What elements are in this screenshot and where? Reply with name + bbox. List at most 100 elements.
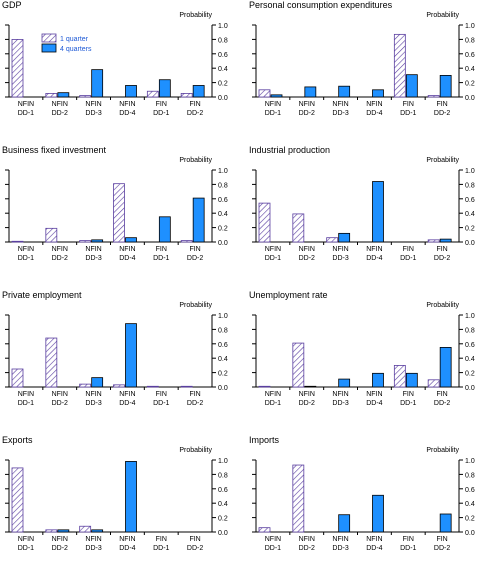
x-tick-label: DD-2: [299, 400, 315, 407]
bar-4-quarters: [192, 197, 205, 243]
y-tick-label: 0.4: [465, 66, 475, 73]
bar-1-quarter: [180, 385, 193, 388]
x-tick-label: NFIN: [265, 391, 281, 398]
x-tick-label: FIN: [189, 536, 200, 543]
chart-title: Exports: [2, 435, 33, 445]
y-tick-label: 0.4: [465, 356, 475, 363]
x-tick-label: NFIN: [85, 536, 101, 543]
bar-1-quarter: [113, 183, 125, 243]
chart-panel: Business fixed investment 0.0 0.2 0.4 0.6 0.8…: [0, 145, 247, 290]
y-tick-label: 0.8: [218, 472, 228, 479]
x-tick-label: DD-1: [400, 255, 416, 262]
x-tick-label: DD-2: [187, 400, 203, 407]
bar-chart: 0.0 0.2 0.4 0.6 0.8 1.0 Probability NFIN DD-1 NFI…: [5, 12, 228, 117]
legend-label-4-quarters: 4 quarters: [60, 46, 92, 53]
bar-1-quarter: [258, 385, 271, 388]
bar-chart: 0.0 0.2 0.4 0.6 0.8 1.0 Probability NFIN DD-1 NFI…: [252, 12, 475, 117]
x-tick-label: NFIN: [332, 391, 348, 398]
bar-1-quarter: [393, 365, 406, 388]
y-tick-label: 0.4: [465, 501, 475, 508]
bar-1-quarter: [45, 337, 58, 388]
x-tick-label: NFIN: [299, 246, 315, 253]
x-tick-label: NFIN: [18, 536, 34, 543]
x-tick-label: DD-2: [299, 255, 315, 262]
bar-chart: 0.0 0.2 0.4 0.6 0.8 1.0 Probability NFIN DD-1 NFI…: [252, 302, 475, 407]
bar-4-quarters: [91, 377, 104, 388]
y-tick-label: 0.8: [465, 37, 475, 44]
y-axis-label: Probability: [426, 447, 459, 454]
x-tick-label: DD-2: [187, 110, 203, 117]
bar-1-quarter: [11, 39, 24, 98]
bar-4-quarters: [158, 216, 171, 243]
x-tick-label: FIN: [436, 246, 447, 253]
bar-1-quarter: [258, 527, 271, 533]
x-tick-label: FIN: [403, 101, 414, 108]
x-tick-label: DD-2: [52, 110, 68, 117]
x-tick-label: DD-4: [119, 255, 135, 262]
chart-title: Industrial production: [249, 145, 331, 155]
x-tick-label: NFIN: [85, 391, 101, 398]
chart-panel: GDP 0.0 0.2 0.4 0.6 0.8 1.0 Probability NFIN DD-1…: [0, 0, 247, 145]
bar-chart: 0.0 0.2 0.4 0.6 0.8 1.0 Probability NFIN DD-1 NFI…: [252, 447, 475, 552]
y-tick-label: 1.0: [218, 168, 228, 175]
chart-panel: Private employment 0.0 0.2 0.4 0.6 0.8 1.0 Prob…: [0, 290, 247, 435]
bar-1-quarter: [258, 202, 271, 243]
bar-4-quarters: [439, 238, 452, 243]
chart-title: GDP: [2, 0, 22, 10]
x-tick-label: NFIN: [52, 391, 68, 398]
bar-4-quarters: [304, 385, 317, 388]
x-tick-label: DD-2: [434, 255, 450, 262]
chart-title: Private employment: [2, 290, 82, 300]
x-tick-label: NFIN: [366, 101, 382, 108]
y-tick-label: 0.4: [218, 66, 228, 73]
x-tick-label: FIN: [156, 101, 167, 108]
bar-4-quarters: [125, 461, 137, 533]
bar-4-quarters: [57, 529, 70, 533]
legend-label-1-quarter: 1 quarter: [60, 36, 89, 43]
y-tick-label: 0.2: [465, 516, 475, 523]
x-tick-label: DD-4: [366, 110, 382, 117]
y-tick-label: 0.8: [218, 37, 228, 44]
x-tick-label: DD-2: [52, 255, 68, 262]
bar-1-quarter: [146, 90, 159, 98]
x-tick-label: FIN: [189, 101, 200, 108]
chart-title: Imports: [249, 435, 280, 445]
bar-1-quarter: [11, 467, 24, 533]
x-tick-label: NFIN: [366, 391, 382, 398]
bar-4-quarters: [91, 529, 104, 533]
x-tick-label: NFIN: [332, 246, 348, 253]
y-tick-label: 1.0: [465, 23, 475, 30]
bar-4-quarters: [125, 323, 137, 388]
x-tick-label: DD-1: [153, 545, 169, 552]
y-tick-label: 0.0: [465, 240, 475, 247]
x-tick-label: DD-4: [366, 255, 382, 262]
x-tick-label: DD-2: [434, 545, 450, 552]
x-tick-label: DD-2: [434, 110, 450, 117]
x-tick-label: DD-3: [332, 400, 348, 407]
y-tick-label: 0.6: [218, 52, 228, 59]
x-tick-label: DD-3: [332, 255, 348, 262]
bar-1-quarter: [45, 227, 58, 243]
y-tick-label: 0.2: [465, 226, 475, 233]
x-tick-label: DD-2: [187, 545, 203, 552]
bar-1-quarter: [326, 237, 339, 243]
bar-1-quarter: [11, 240, 24, 243]
bar-chart: 0.0 0.2 0.4 0.6 0.8 1.0 Probability NFIN DD-1 NFI…: [5, 447, 228, 552]
x-tick-label: DD-1: [400, 545, 416, 552]
x-tick-label: NFIN: [119, 391, 135, 398]
x-tick-label: NFIN: [52, 536, 68, 543]
y-tick-label: 1.0: [218, 23, 228, 30]
x-tick-label: FIN: [156, 246, 167, 253]
x-tick-label: DD-1: [265, 400, 281, 407]
x-tick-label: FIN: [403, 391, 414, 398]
bar-4-quarters: [439, 347, 452, 388]
legend-swatch-4-quarters: [41, 43, 57, 53]
bar-1-quarter: [427, 95, 440, 98]
chart-title: Business fixed investment: [2, 145, 107, 155]
bar-4-quarters: [372, 494, 384, 533]
x-tick-label: DD-4: [119, 400, 135, 407]
x-tick-label: NFIN: [18, 101, 34, 108]
x-tick-label: DD-3: [85, 400, 101, 407]
bar-4-quarters: [405, 74, 418, 98]
bar-4-quarters: [338, 514, 351, 533]
